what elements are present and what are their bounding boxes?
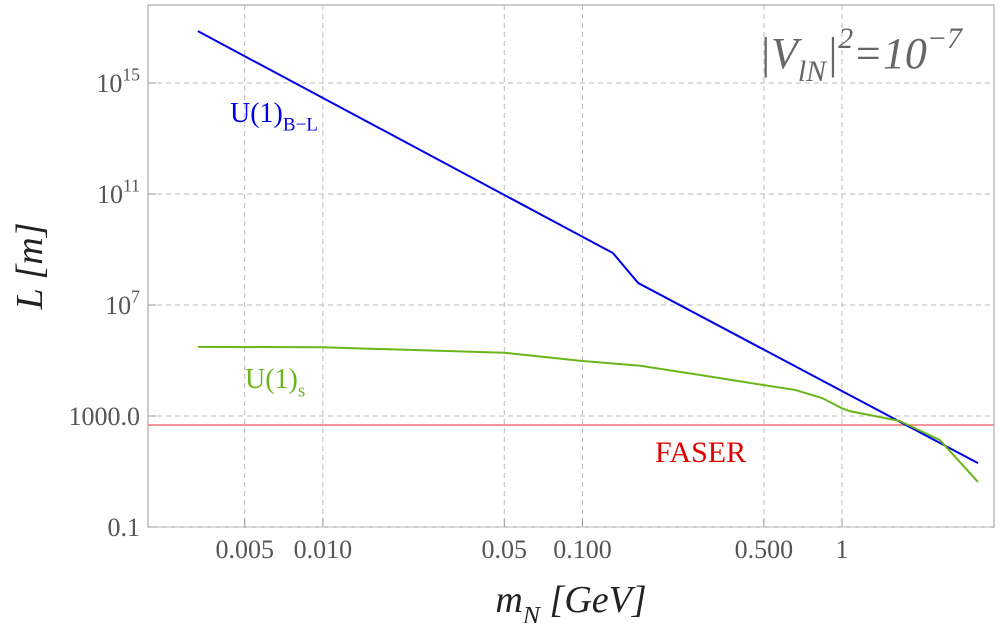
y-tick-label: 0.1 (108, 513, 141, 542)
x-tick-label: 0.010 (294, 535, 353, 564)
y-tick-label: 1015 (96, 64, 140, 98)
x-tick-label: 0.100 (553, 535, 612, 564)
x-axis-label: mN [GeV] (495, 579, 646, 623)
y-tick-label-part: 10 (105, 291, 131, 320)
annotation-part: =10 (853, 29, 927, 78)
x-tick-label: 0.500 (735, 535, 794, 564)
series-label: U(1)B−L (230, 98, 318, 135)
series-label-part: U(1) (245, 364, 298, 395)
series-label: U(1)s (245, 364, 305, 401)
annotation-part: 2 (838, 22, 853, 55)
y-tick-label-part: 7 (131, 286, 140, 306)
y-tick-label: 107 (105, 286, 140, 320)
annotation-part: |V (759, 29, 803, 78)
x-tick-label: 0.005 (215, 535, 274, 564)
x-axis-label-part: m (495, 579, 522, 621)
series-label-part: B−L (283, 114, 318, 135)
y-tick-label-part: 10 (97, 180, 123, 209)
reference-label: FASER (655, 436, 746, 469)
x-axis-label-part: N (522, 600, 542, 623)
annotation: |VlN|2=10−7 (759, 22, 963, 88)
annotation-part: −7 (927, 22, 963, 55)
series-label-part: s (298, 380, 305, 401)
series-label-part: U(1) (230, 98, 283, 129)
y-tick-label: 1011 (97, 175, 140, 209)
y-tick-label-part: 15 (122, 64, 140, 84)
x-tick-label: 0.05 (482, 535, 528, 564)
x-tick-label: 1 (836, 535, 849, 564)
y-tick-label: 1000.0 (69, 402, 141, 431)
y-axis-label: L [m] (9, 223, 51, 311)
annotation-part: lN (798, 55, 828, 88)
y-tick-label-part: 10 (96, 69, 122, 98)
series-line (197, 345, 979, 483)
annotation-part: | (826, 29, 838, 78)
series-line (197, 30, 979, 465)
x-axis-label-part: [GeV] (540, 579, 647, 621)
y-tick-label-part: 11 (123, 175, 140, 195)
